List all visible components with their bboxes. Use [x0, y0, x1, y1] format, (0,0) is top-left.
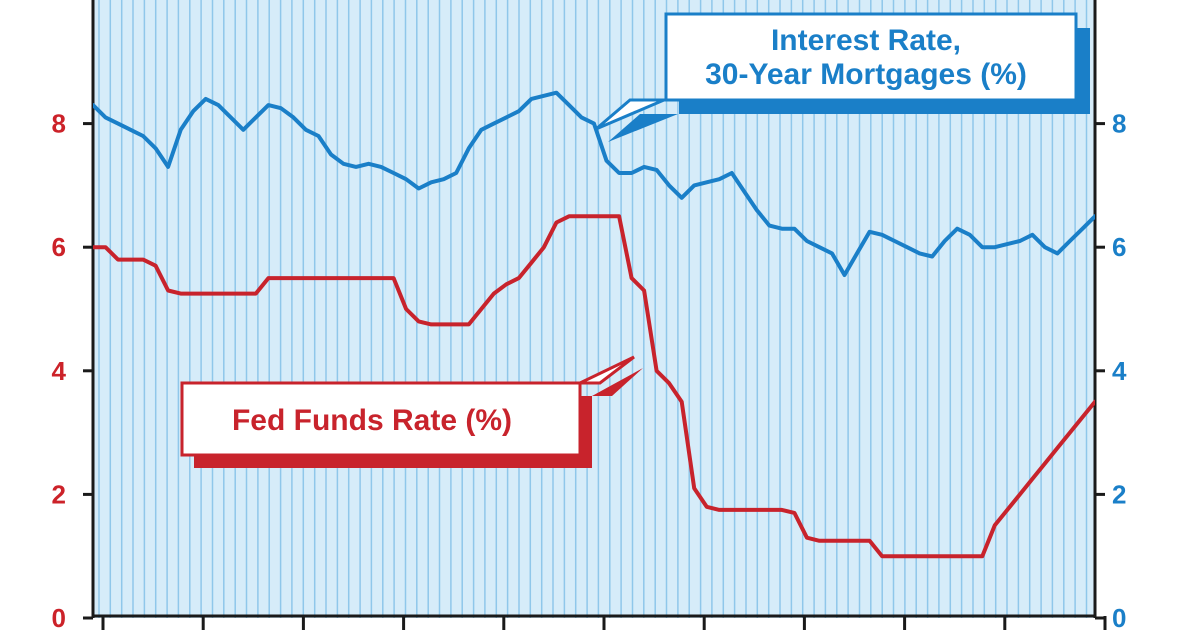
series-layer [93, 90, 1095, 559]
mortgage-callout: Interest Rate, 30-Year Mortgages (%) [595, 12, 1090, 142]
x-axis-ticks [101, 616, 1107, 630]
left-tick-label: 2 [52, 479, 66, 509]
right-tick-label: 4 [1112, 356, 1127, 386]
right-tick-label: 6 [1112, 232, 1126, 262]
right-tick-label: 2 [1112, 479, 1126, 509]
mortgage-callout-line1: Interest Rate, [771, 24, 961, 57]
fed-funds-callout-box [180, 355, 635, 457]
fed-funds-callout: Fed Funds Rate (%) [180, 355, 643, 468]
left-tick-label: 4 [52, 356, 67, 386]
left-tick-label: 6 [52, 232, 66, 262]
right-axis-ticks: 0 2 4 6 8 [1095, 109, 1127, 630]
mortgage-callout-box [595, 12, 1078, 131]
mortgage-callout-line2: 30-Year Mortgages (%) [705, 58, 1027, 91]
left-tick-label: 8 [52, 109, 66, 139]
left-axis-ticks: 0 2 4 6 8 [52, 109, 93, 630]
right-tick-label: 8 [1112, 109, 1126, 139]
left-tick-label: 0 [52, 603, 66, 630]
right-tick-label: 0 [1112, 603, 1126, 630]
fed-funds-rate-line [93, 214, 1095, 559]
fed-funds-callout-label: Fed Funds Rate (%) [232, 404, 512, 437]
mortgage-rate-line [93, 90, 1095, 277]
